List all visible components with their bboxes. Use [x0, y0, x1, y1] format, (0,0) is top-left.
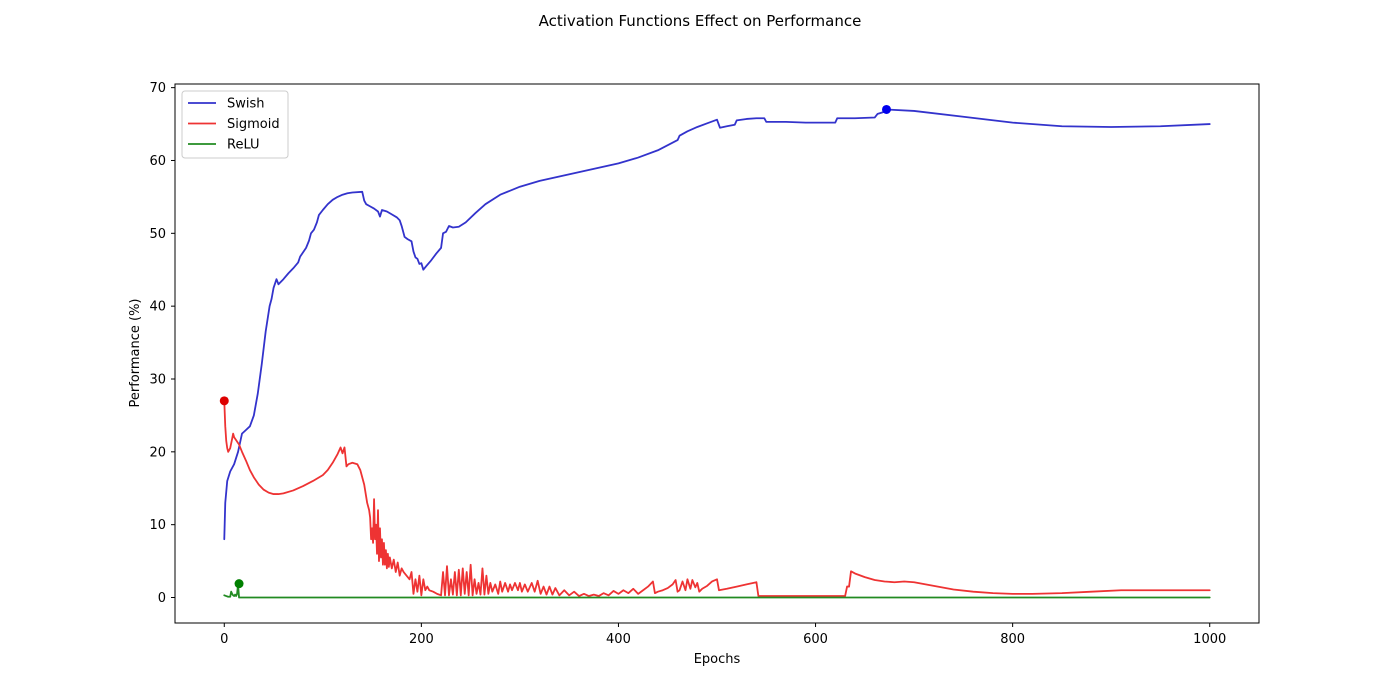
series-line-relu: [223, 583, 1211, 599]
series-line-swish: [223, 108, 1211, 541]
x-tick-label: 400: [606, 632, 631, 647]
x-tick-label: 1000: [1193, 632, 1226, 647]
plot-area-frame: [174, 83, 1260, 624]
marker-sigmoid: [219, 396, 229, 406]
marker-swish: [881, 104, 891, 114]
legend-label-relu: ReLU: [227, 138, 260, 153]
x-tick-label: 600: [803, 632, 828, 647]
y-tick-label: 60: [149, 154, 166, 169]
series-layer: [223, 108, 1211, 599]
y-tick-label: 20: [149, 445, 166, 460]
y-axis-ticks: 0 10 20 30 40 50 60 70: [149, 81, 175, 606]
y-tick-label: 30: [149, 372, 166, 387]
legend: Swish Sigmoid ReLU: [181, 90, 289, 159]
legend-label-swish: Swish: [227, 97, 265, 112]
marker-relu: [234, 579, 244, 589]
x-tick-label: 800: [1000, 632, 1025, 647]
y-tick-label: 40: [149, 300, 166, 315]
y-tick-label: 50: [149, 227, 166, 242]
x-axis-label: Epochs: [694, 652, 741, 667]
series-line-sigmoid: [223, 399, 1211, 597]
y-axis-label: Performance (%): [128, 298, 143, 407]
y-tick-label: 10: [149, 518, 166, 533]
chart-title: Activation Functions Effect on Performan…: [539, 12, 862, 30]
x-tick-label: 200: [409, 632, 434, 647]
legend-label-sigmoid: Sigmoid: [227, 117, 280, 132]
y-tick-label: 0: [158, 591, 166, 606]
x-tick-label: 0: [220, 632, 228, 647]
legend-items: Swish Sigmoid ReLU: [188, 97, 280, 153]
marker-layer: [219, 104, 891, 589]
y-tick-label: 70: [149, 81, 166, 96]
legend-box: [181, 90, 289, 159]
x-axis-ticks: 0 200 400 600 800 1000: [220, 623, 1226, 647]
